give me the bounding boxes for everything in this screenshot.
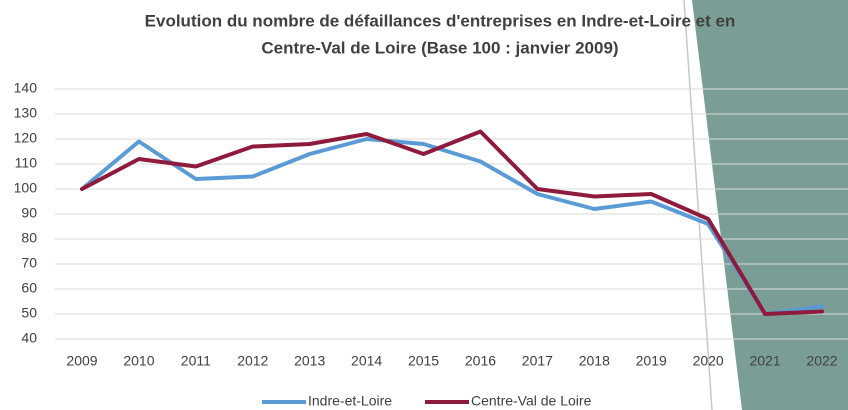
legend: Indre-et-Loire Centre-Val de Loire [262, 393, 592, 409]
y-tick-label: 80 [21, 230, 37, 246]
y-tick-label: 90 [21, 205, 37, 221]
x-tick-label: 2009 [66, 353, 97, 369]
y-tick-label: 60 [21, 280, 37, 296]
legend-label: Indre-et-Loire [308, 393, 392, 409]
x-tick-label: 2013 [294, 353, 325, 369]
x-tick-label: 2016 [465, 353, 496, 369]
y-tick-label: 130 [14, 105, 38, 121]
chart-title: Evolution du nombre de défaillances d'en… [145, 11, 736, 30]
x-tick-label: 2017 [522, 353, 553, 369]
x-tick-label: 2022 [806, 353, 837, 369]
y-tick-label: 40 [21, 330, 37, 346]
y-tick-label: 100 [14, 180, 38, 196]
y-tick-label: 110 [15, 155, 38, 171]
plot [80, 129, 824, 316]
x-tick-label: 2019 [636, 353, 667, 369]
decorative-divider [683, 0, 713, 410]
x-tick-label: 2018 [579, 353, 610, 369]
legend-label: Centre-Val de Loire [471, 393, 592, 409]
y-tick-label: 50 [21, 305, 37, 321]
x-tick-label: 2014 [351, 353, 382, 369]
y-tick-label: 120 [14, 130, 38, 146]
x-tick-label: 2021 [749, 353, 780, 369]
y-tick-label: 70 [21, 255, 37, 271]
x-tick-label: 2015 [408, 353, 439, 369]
series-line [80, 137, 824, 316]
x-tick-label: 2012 [237, 353, 268, 369]
decorative-band [692, 0, 848, 410]
series-line [80, 129, 824, 316]
y-tick-label: 140 [14, 80, 38, 96]
x-tick-label: 2020 [693, 353, 724, 369]
x-tick-label: 2011 [181, 353, 211, 369]
chart-title: Centre-Val de Loire (Base 100 : janvier … [261, 38, 618, 57]
x-tick-label: 2010 [123, 353, 154, 369]
